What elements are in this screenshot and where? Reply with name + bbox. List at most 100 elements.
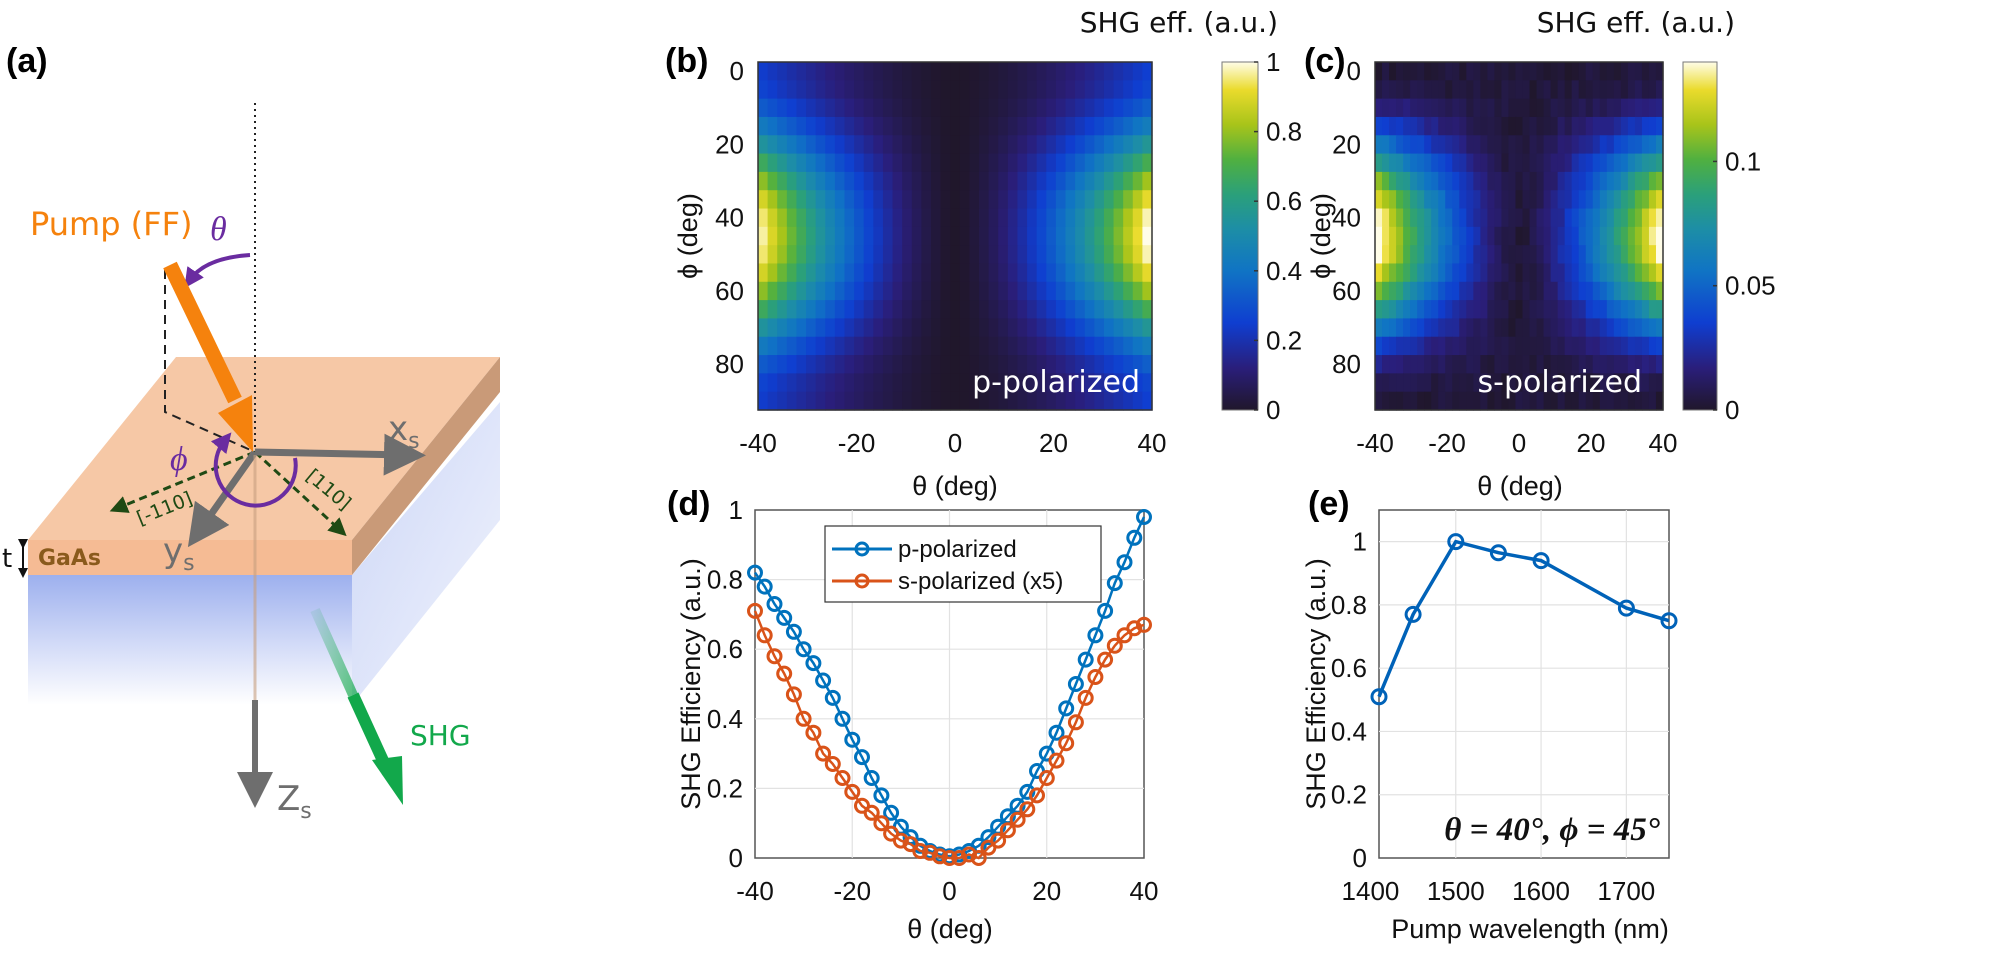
heatmap-cell	[1017, 153, 1028, 173]
heatmap-cell	[1027, 373, 1038, 393]
heatmap-cell	[988, 300, 999, 320]
heatmap-cell	[767, 355, 778, 374]
heatmap-cell	[1046, 281, 1057, 301]
heatmap-cell	[1424, 281, 1432, 301]
heatmap-cell	[825, 355, 836, 374]
heatmap-cell	[1557, 226, 1566, 246]
heatmap-cell	[1075, 281, 1086, 301]
heatmap-cell	[950, 116, 961, 136]
heatmap-cell	[1620, 208, 1629, 228]
heatmap-cell	[1017, 263, 1028, 283]
heatmap-cell	[1123, 245, 1134, 265]
heatmap-cell	[873, 80, 884, 100]
y-tick-label: 0.6	[707, 634, 743, 664]
heatmap-cell	[1142, 373, 1153, 393]
heatmap-cell	[1655, 98, 1664, 118]
heatmap-cell	[1075, 318, 1086, 338]
heatmap-cell	[1375, 153, 1383, 173]
heatmap-cell	[834, 171, 846, 191]
heatmap-cell	[1132, 281, 1143, 301]
heatmap-cell	[1627, 263, 1636, 283]
heatmap-cell	[815, 135, 826, 155]
heatmap-cell	[1543, 98, 1552, 118]
pump-projection-line	[164, 270, 256, 453]
heatmap-cell	[815, 263, 826, 283]
heatmap-cell	[1445, 190, 1453, 210]
heatmap-cell	[1515, 300, 1524, 320]
colorbar-c-ticks: 00.050.1	[1713, 146, 1776, 425]
heatmap-cell	[1142, 171, 1153, 191]
heatmap-cell	[1445, 116, 1453, 136]
heatmap-cell	[1550, 98, 1559, 118]
heatmap-cell	[1571, 190, 1580, 210]
heatmap-cell	[930, 391, 942, 411]
heatmap-cell	[1522, 62, 1531, 81]
shg-arrowhead-icon	[372, 756, 403, 805]
x-tick-label: -20	[833, 876, 871, 906]
heatmap-cell	[1132, 208, 1143, 228]
heatmap-cell	[1627, 373, 1636, 393]
heatmap-cell	[1501, 62, 1510, 81]
heatmap-cell	[1007, 226, 1019, 246]
heatmap-cell	[940, 98, 951, 118]
heatmap-cell	[1571, 281, 1580, 301]
heatmap-cell	[806, 80, 817, 100]
heatmap-cell	[1522, 355, 1531, 374]
heatmap-cell	[1452, 171, 1460, 191]
heatmap-cell	[1606, 355, 1615, 374]
heatmap-cell	[1571, 80, 1580, 100]
heatmap-cell	[1641, 355, 1650, 374]
heatmap-cell	[873, 62, 884, 81]
heatmap-cell	[1466, 171, 1474, 191]
heatmap-cell	[1094, 391, 1105, 411]
heatmap-cell	[1508, 116, 1517, 136]
heatmap-cell	[882, 80, 894, 100]
heatmap-cell	[892, 80, 903, 100]
heatmap-cell	[1564, 98, 1573, 118]
heatmap-cell	[1543, 355, 1552, 374]
heatmap-cell	[758, 98, 769, 118]
heatmap-cell	[854, 281, 865, 301]
heatmap-cell	[1438, 98, 1446, 118]
heatmap-cell	[1396, 98, 1404, 118]
heatmap-cell	[854, 80, 865, 100]
heatmap-cell	[1007, 116, 1019, 136]
y-tick-label: 80	[715, 349, 744, 379]
heatmap-cell	[1046, 373, 1057, 393]
heatmap-cell	[988, 355, 999, 374]
heatmap-cell	[786, 135, 798, 155]
heatmap-cell	[1027, 62, 1038, 81]
heatmap-cell	[1375, 263, 1383, 283]
heatmap-cell	[1036, 98, 1047, 118]
x-tick-label: 1700	[1597, 876, 1655, 906]
heatmap-cell	[1036, 355, 1047, 374]
heatmap-cell	[1417, 190, 1425, 210]
heatmap-cell	[921, 373, 932, 393]
heatmap-cell	[1494, 318, 1503, 338]
heatmap-b-ylabel: ϕ (deg)	[673, 193, 703, 279]
heatmap-cell	[1459, 208, 1467, 228]
heatmap-cell	[1578, 190, 1587, 210]
heatmap-cell	[1103, 373, 1115, 393]
heatmap-cell	[758, 80, 769, 100]
heatmap-cell	[777, 245, 788, 265]
heatmap-cell	[979, 190, 990, 210]
heatmap-cell	[873, 300, 884, 320]
heatmap-cell	[911, 281, 922, 301]
heatmap-cell	[1389, 171, 1397, 191]
heatmap-cell	[1438, 263, 1446, 283]
heatmap-cell	[892, 355, 903, 374]
heatmap-cell	[950, 336, 961, 356]
heatmap-cell	[1550, 171, 1559, 191]
heatmap-cell	[1459, 336, 1467, 356]
heatmap-cell	[1123, 190, 1134, 210]
heatmap-cell	[1536, 208, 1545, 228]
heatmap-cell	[1075, 355, 1086, 374]
heatmap-cell	[1113, 62, 1124, 81]
heatmap-cell	[1132, 62, 1143, 81]
heatmap-cell	[988, 318, 999, 338]
heatmap-cell	[1084, 373, 1095, 393]
data-point	[1038, 770, 1055, 786]
heatmap-cell	[988, 116, 999, 136]
heatmap-cell	[1641, 245, 1650, 265]
